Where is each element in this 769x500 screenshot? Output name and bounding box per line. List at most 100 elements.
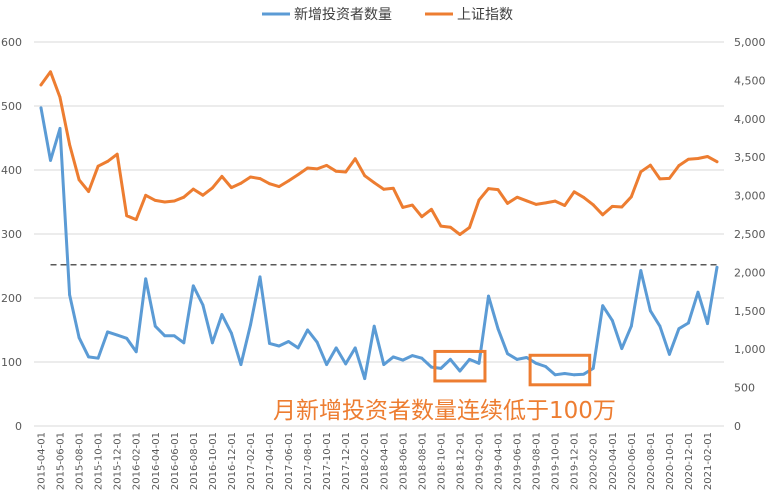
- data-point: [696, 290, 700, 294]
- y-right-tick-label: 1,000: [734, 343, 766, 356]
- x-tick-label: 2020-06-01: [627, 432, 638, 490]
- data-point: [439, 224, 443, 228]
- data-point: [372, 181, 376, 185]
- y-right-tick-label: 500: [734, 382, 755, 395]
- legend-label: 新增投资者数量: [294, 7, 392, 23]
- data-point: [629, 324, 633, 328]
- data-point: [153, 324, 157, 328]
- data-point: [382, 187, 386, 191]
- y-left-tick-label: 600: [1, 36, 22, 49]
- data-point: [506, 352, 509, 356]
- data-point: [68, 143, 71, 147]
- x-tick-label: 2018-04-01: [379, 432, 390, 490]
- data-point: [601, 304, 605, 308]
- x-tick-label: 2015-12-01: [113, 432, 124, 490]
- data-point: [372, 324, 376, 328]
- y-left-tick-label: 200: [1, 292, 22, 305]
- data-point: [477, 198, 481, 202]
- data-point: [696, 157, 700, 160]
- data-point: [677, 164, 681, 167]
- data-point: [258, 177, 262, 180]
- x-tick-label: 2020-02-01: [589, 432, 600, 490]
- data-point: [667, 352, 671, 356]
- data-point: [410, 354, 414, 357]
- data-point: [515, 358, 519, 361]
- data-point: [687, 157, 690, 161]
- data-point: [410, 203, 414, 207]
- series-line: [39, 106, 719, 381]
- x-tick-label: 2018-06-01: [398, 432, 409, 490]
- data-point: [106, 160, 110, 163]
- data-point: [458, 233, 462, 236]
- data-point: [553, 199, 557, 203]
- data-point: [572, 373, 576, 377]
- y-right-tick-label: 3,500: [734, 151, 766, 164]
- data-point: [715, 160, 719, 164]
- data-point: [429, 207, 433, 211]
- data-point: [125, 336, 129, 340]
- x-tick-label: 2017-02-01: [246, 432, 257, 490]
- data-point: [49, 159, 52, 162]
- x-tick-label: 2017-08-01: [303, 432, 314, 490]
- data-point: [639, 170, 643, 174]
- x-tick-label: 2021-02-01: [703, 432, 714, 490]
- data-point: [477, 361, 481, 365]
- y-right-tick-label: 4,500: [734, 74, 766, 87]
- data-point: [382, 363, 386, 366]
- data-point: [58, 96, 62, 99]
- y-right-tick-label: 1,500: [734, 305, 766, 318]
- data-point: [363, 377, 367, 381]
- data-point: [172, 199, 176, 203]
- x-tick-label: 2016-10-01: [208, 432, 219, 490]
- y-left-tick-label: 300: [1, 228, 22, 241]
- data-point: [591, 367, 595, 370]
- data-point: [210, 341, 214, 345]
- x-tick-label: 2019-10-01: [551, 432, 562, 490]
- data-point: [420, 356, 424, 360]
- highlight-box: [433, 349, 487, 383]
- highlight-box: [528, 353, 592, 387]
- y-left-tick-label: 400: [1, 164, 22, 177]
- data-point: [268, 182, 271, 186]
- data-point: [515, 195, 519, 199]
- data-point: [582, 195, 586, 199]
- data-point: [706, 322, 709, 325]
- data-point: [239, 363, 243, 366]
- data-point: [96, 356, 100, 360]
- data-point: [191, 187, 195, 191]
- data-point: [344, 362, 348, 366]
- data-point: [468, 358, 471, 361]
- data-point: [58, 126, 62, 130]
- data-point: [667, 176, 671, 180]
- data-point: [96, 164, 100, 168]
- x-tick-label: 2018-08-01: [417, 432, 428, 490]
- x-tick-label: 2019-04-01: [494, 432, 505, 490]
- annotation-text: 月新增投资者数量连续低于100万: [273, 398, 616, 424]
- data-point: [87, 355, 91, 359]
- y-left-tick-label: 500: [1, 100, 22, 113]
- data-point: [429, 365, 433, 369]
- data-point: [658, 177, 662, 181]
- data-point: [487, 294, 490, 298]
- data-point: [277, 344, 281, 348]
- data-point: [706, 155, 709, 158]
- x-tick-label: 2020-08-01: [646, 432, 657, 490]
- data-point: [487, 187, 490, 191]
- data-point: [115, 333, 119, 337]
- x-tick-label: 2016-12-01: [227, 432, 238, 490]
- data-point: [687, 321, 690, 325]
- x-tick-label: 2016-02-01: [132, 432, 143, 490]
- x-tick-label: 2016-08-01: [189, 432, 200, 490]
- data-point: [325, 363, 329, 366]
- data-point: [449, 358, 452, 361]
- data-point: [325, 164, 329, 167]
- data-point: [648, 309, 652, 313]
- data-point: [334, 169, 338, 173]
- data-point: [658, 324, 662, 328]
- data-point: [287, 340, 290, 343]
- data-point: [239, 181, 243, 185]
- data-point: [287, 179, 290, 183]
- x-tick-label: 2020-12-01: [684, 432, 695, 490]
- y-right-tick-label: 4,000: [734, 113, 766, 126]
